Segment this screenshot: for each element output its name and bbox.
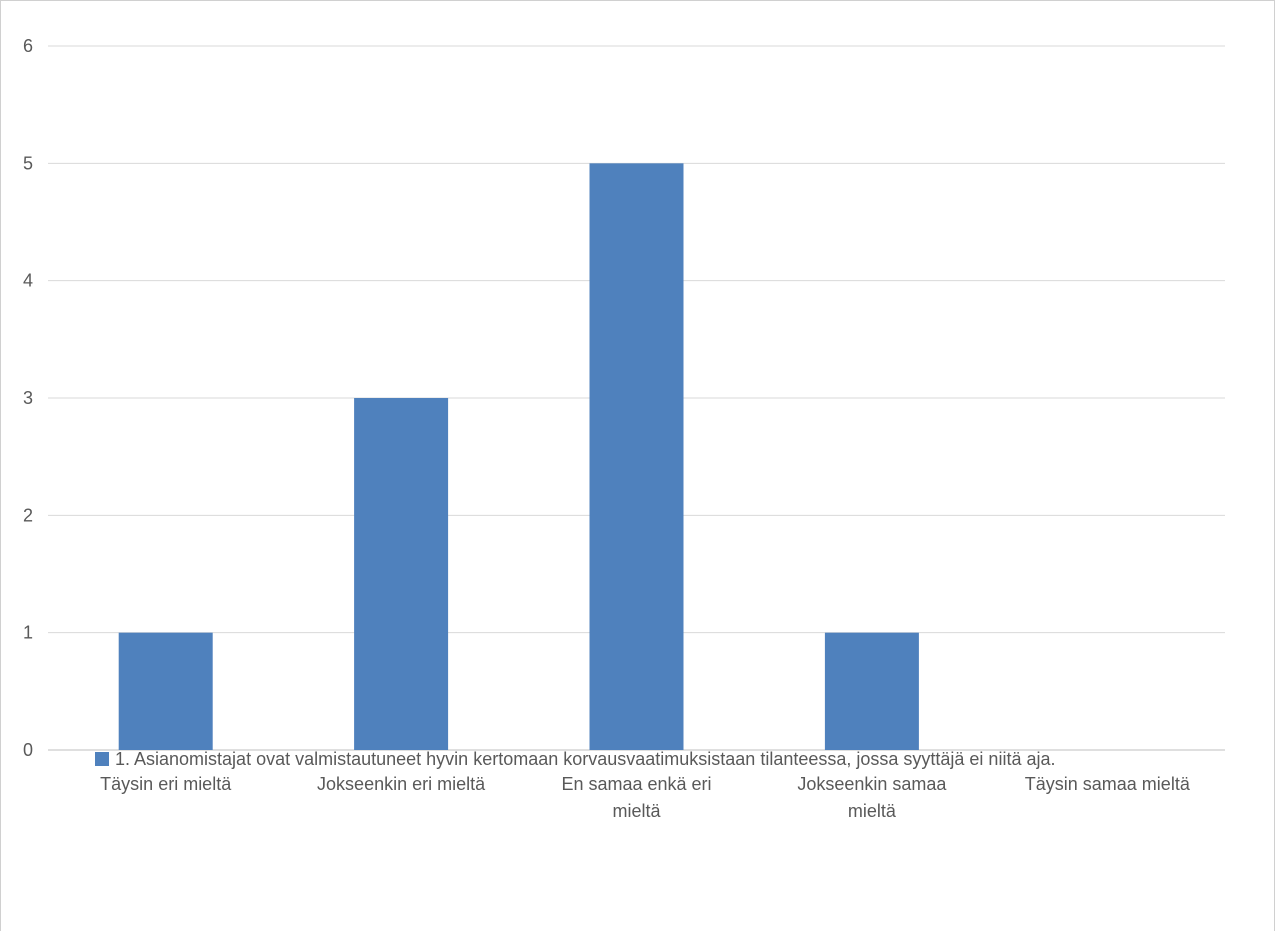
y-tick-label: 2 (23, 505, 33, 525)
legend-swatch (95, 752, 109, 766)
bar (118, 632, 213, 750)
y-tick-label: 1 (23, 623, 33, 643)
x-tick-label: En samaa enkä eri (561, 774, 711, 794)
y-tick-label: 0 (23, 740, 33, 760)
bar (589, 163, 684, 751)
x-tick-label: mieltä (848, 801, 897, 821)
legend: 1. Asianomistajat ovat valmistautuneet h… (95, 746, 1205, 773)
x-tick-label: Jokseenkin eri mieltä (317, 774, 486, 794)
y-tick-label: 6 (23, 36, 33, 56)
x-tick-label: Täysin samaa mieltä (1025, 774, 1191, 794)
y-tick-label: 5 (23, 153, 33, 173)
legend-label: 1. Asianomistajat ovat valmistautuneet h… (115, 749, 1056, 769)
y-tick-label: 4 (23, 271, 33, 291)
bar (354, 398, 449, 750)
y-tick-label: 3 (23, 388, 33, 408)
x-tick-label: Jokseenkin samaa (797, 774, 947, 794)
bar (824, 632, 919, 750)
x-tick-label: mieltä (612, 801, 661, 821)
x-tick-label: Täysin eri mieltä (100, 774, 232, 794)
